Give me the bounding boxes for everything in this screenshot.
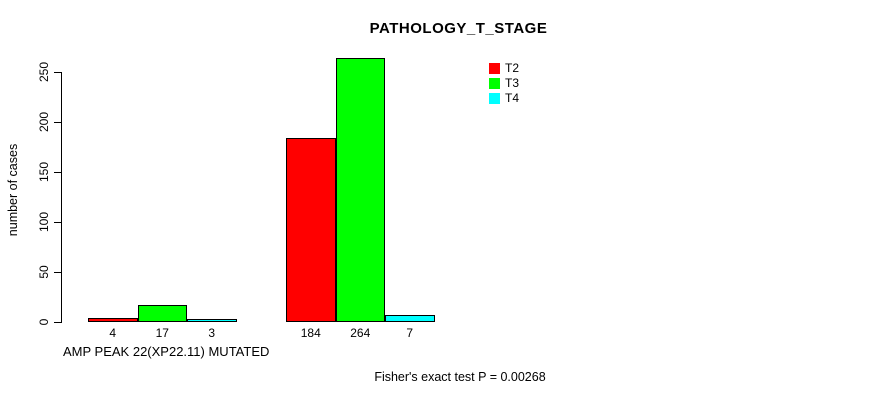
y-tick-label: 0 [37, 318, 51, 326]
y-tick [54, 272, 62, 273]
bar-value-label-T3-group1: 17 [155, 326, 169, 340]
legend-swatch-T2 [489, 63, 500, 74]
bar-value-label-T4-group2: 7 [406, 326, 414, 340]
y-tick [54, 172, 62, 173]
y-tick [54, 72, 62, 73]
bar-value-label-T4-group1: 3 [208, 326, 216, 340]
y-tick-label: 150 [37, 161, 51, 183]
bar-T3-group1 [137, 305, 187, 322]
bar-value-label-T2-group2: 184 [300, 326, 321, 340]
bar-T2-group1 [88, 318, 138, 322]
legend-label-T2: T2 [505, 61, 520, 75]
legend: T2 T3 T4 [489, 61, 520, 108]
y-tick-label: 250 [37, 61, 51, 83]
bar-T4-group2 [385, 315, 435, 322]
y-tick-label: 50 [37, 265, 51, 279]
y-tick-label: 100 [37, 211, 51, 233]
legend-item-T3: T3 [489, 76, 520, 90]
bar-T2-group2 [286, 138, 336, 322]
legend-item-T2: T2 [489, 61, 520, 75]
legend-item-T4: T4 [489, 91, 520, 105]
y-tick-label: 200 [37, 111, 51, 133]
footnote: Fisher's exact test P = 0.00268 [374, 370, 546, 384]
y-tick [54, 222, 62, 223]
legend-swatch-T3 [489, 78, 500, 89]
y-axis-line [61, 72, 62, 323]
x-axis-label: AMP PEAK 22(XP22.11) MUTATED [63, 344, 270, 359]
bar-T4-group1 [187, 319, 237, 322]
bar-T3-group2 [335, 58, 385, 322]
chart-title: PATHOLOGY_T_STAGE [369, 20, 548, 37]
y-tick [54, 322, 62, 323]
legend-swatch-T4 [489, 93, 500, 104]
bar-value-label-T3-group2: 264 [350, 326, 371, 340]
legend-label-T3: T3 [505, 76, 520, 90]
y-tick [54, 122, 62, 123]
y-axis-label: number of cases [6, 143, 20, 237]
legend-label-T4: T4 [505, 91, 520, 105]
bar-value-label-T2-group1: 4 [109, 326, 117, 340]
